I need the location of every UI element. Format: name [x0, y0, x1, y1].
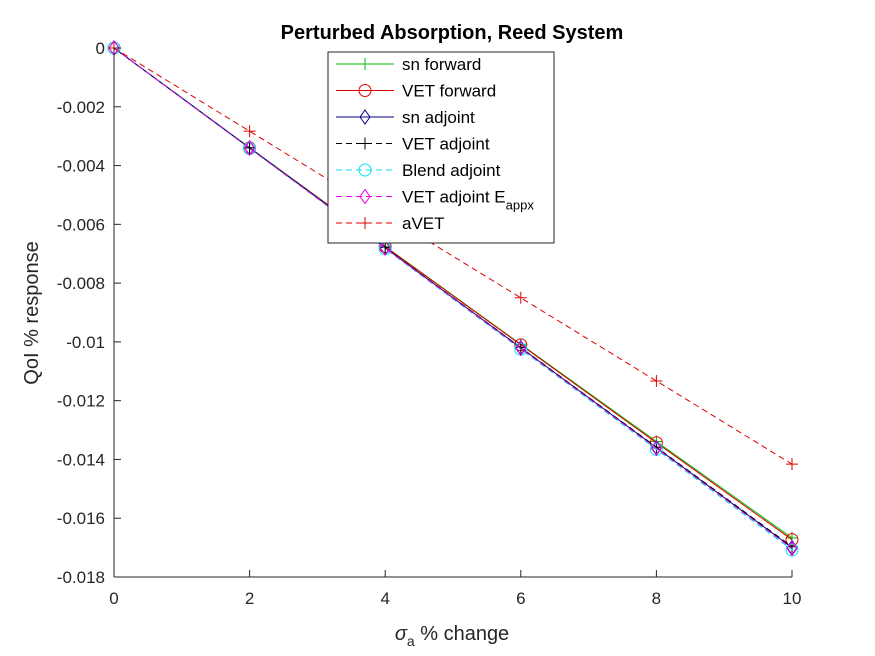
x-axis-label-sigma: σ	[395, 623, 408, 645]
legend-entry-sn-forward: sn forward	[336, 55, 481, 74]
y-tick-label: -0.012	[57, 392, 105, 411]
legend-label: VET forward	[402, 82, 496, 101]
legend-entry-vet-adjoint: VET adjoint	[336, 135, 490, 154]
data-point-vet-adjoint-e-appx	[786, 540, 798, 557]
legend-entry-sn-adjoint: sn adjoint	[336, 108, 475, 127]
legend-swatch-marker	[358, 163, 372, 177]
legend-swatch-marker	[358, 84, 372, 97]
y-tick-label: 0	[96, 39, 105, 58]
legend-swatch-marker	[359, 188, 371, 205]
series-avet	[108, 42, 798, 471]
y-tick-label: -0.006	[57, 215, 105, 234]
y-tick-label: -0.002	[57, 98, 105, 117]
axes-layer: 0 2 4 6 8 10 0 -0.002 -0.004 -0.006 -0.008 -0.01 -0.…	[57, 39, 802, 608]
x-tick-label: 0	[109, 589, 118, 608]
legend-label: aVET	[402, 214, 445, 233]
legend-swatch-marker	[359, 137, 371, 150]
x-tick-label: 8	[652, 589, 661, 608]
x-axis-label-rest: % change	[415, 623, 510, 645]
x-tick-label: 4	[380, 589, 389, 608]
data-point-avet	[650, 374, 663, 387]
legend-label: sn adjoint	[402, 108, 475, 127]
legend-swatch-marker	[359, 58, 371, 70]
data-point-vet-adjoint	[243, 141, 256, 154]
legend-swatch-marker	[359, 217, 371, 229]
series-line-avet	[113, 47, 793, 465]
y-tick-label: -0.004	[57, 157, 105, 176]
legend-label: Blend adjoint	[402, 161, 501, 180]
legend-label: VET adjoint Eappx	[402, 188, 534, 213]
data-point-vet-adjoint-e-appx	[379, 240, 391, 256]
legend-swatch-marker	[359, 109, 371, 125]
x-tick-label: 10	[783, 589, 802, 608]
legend-entry-avet: aVET	[336, 214, 445, 233]
legend-label: sn forward	[402, 55, 481, 74]
legend: sn forward VET forward sn adjoint VET adjoi…	[327, 51, 555, 244]
legend-entry-blend-adjoint: Blend adjoint	[336, 161, 501, 180]
x-tick-label: 6	[516, 589, 525, 608]
y-tick-label: -0.01	[66, 333, 105, 352]
y-tick-label: -0.014	[57, 450, 105, 469]
x-tick-label: 2	[245, 589, 254, 608]
y-axis-label: QoI % response	[21, 241, 43, 384]
data-point-vet-adjoint-e-appx	[650, 440, 663, 457]
legend-label: VET adjoint	[402, 135, 490, 154]
chart-title: Perturbed Absorption, Reed System	[281, 22, 624, 44]
x-axis-label: σa % change	[395, 623, 509, 649]
y-tick-label: -0.008	[57, 274, 105, 293]
y-tick-label: -0.016	[57, 509, 105, 528]
series-line-vet-adjoint-e-appx	[113, 47, 793, 549]
legend-entry-vet-forward: VET forward	[336, 82, 496, 101]
data-point-avet	[243, 125, 256, 138]
series-vet-adjoint-e-appx	[108, 40, 798, 557]
data-point-avet	[786, 458, 798, 471]
data-point-vet-adjoint-e-appx	[243, 140, 256, 157]
data-point-vet-adjoint-e-appx	[515, 340, 527, 357]
legend-entry-vet-adjoint-e-appx: VET adjoint Eappx	[336, 188, 534, 213]
series-layer	[107, 40, 799, 557]
legend-box	[327, 51, 555, 244]
x-axis-label-subscript: a	[407, 633, 415, 649]
y-tick-label: -0.018	[57, 568, 105, 587]
data-point-avet	[514, 291, 527, 304]
